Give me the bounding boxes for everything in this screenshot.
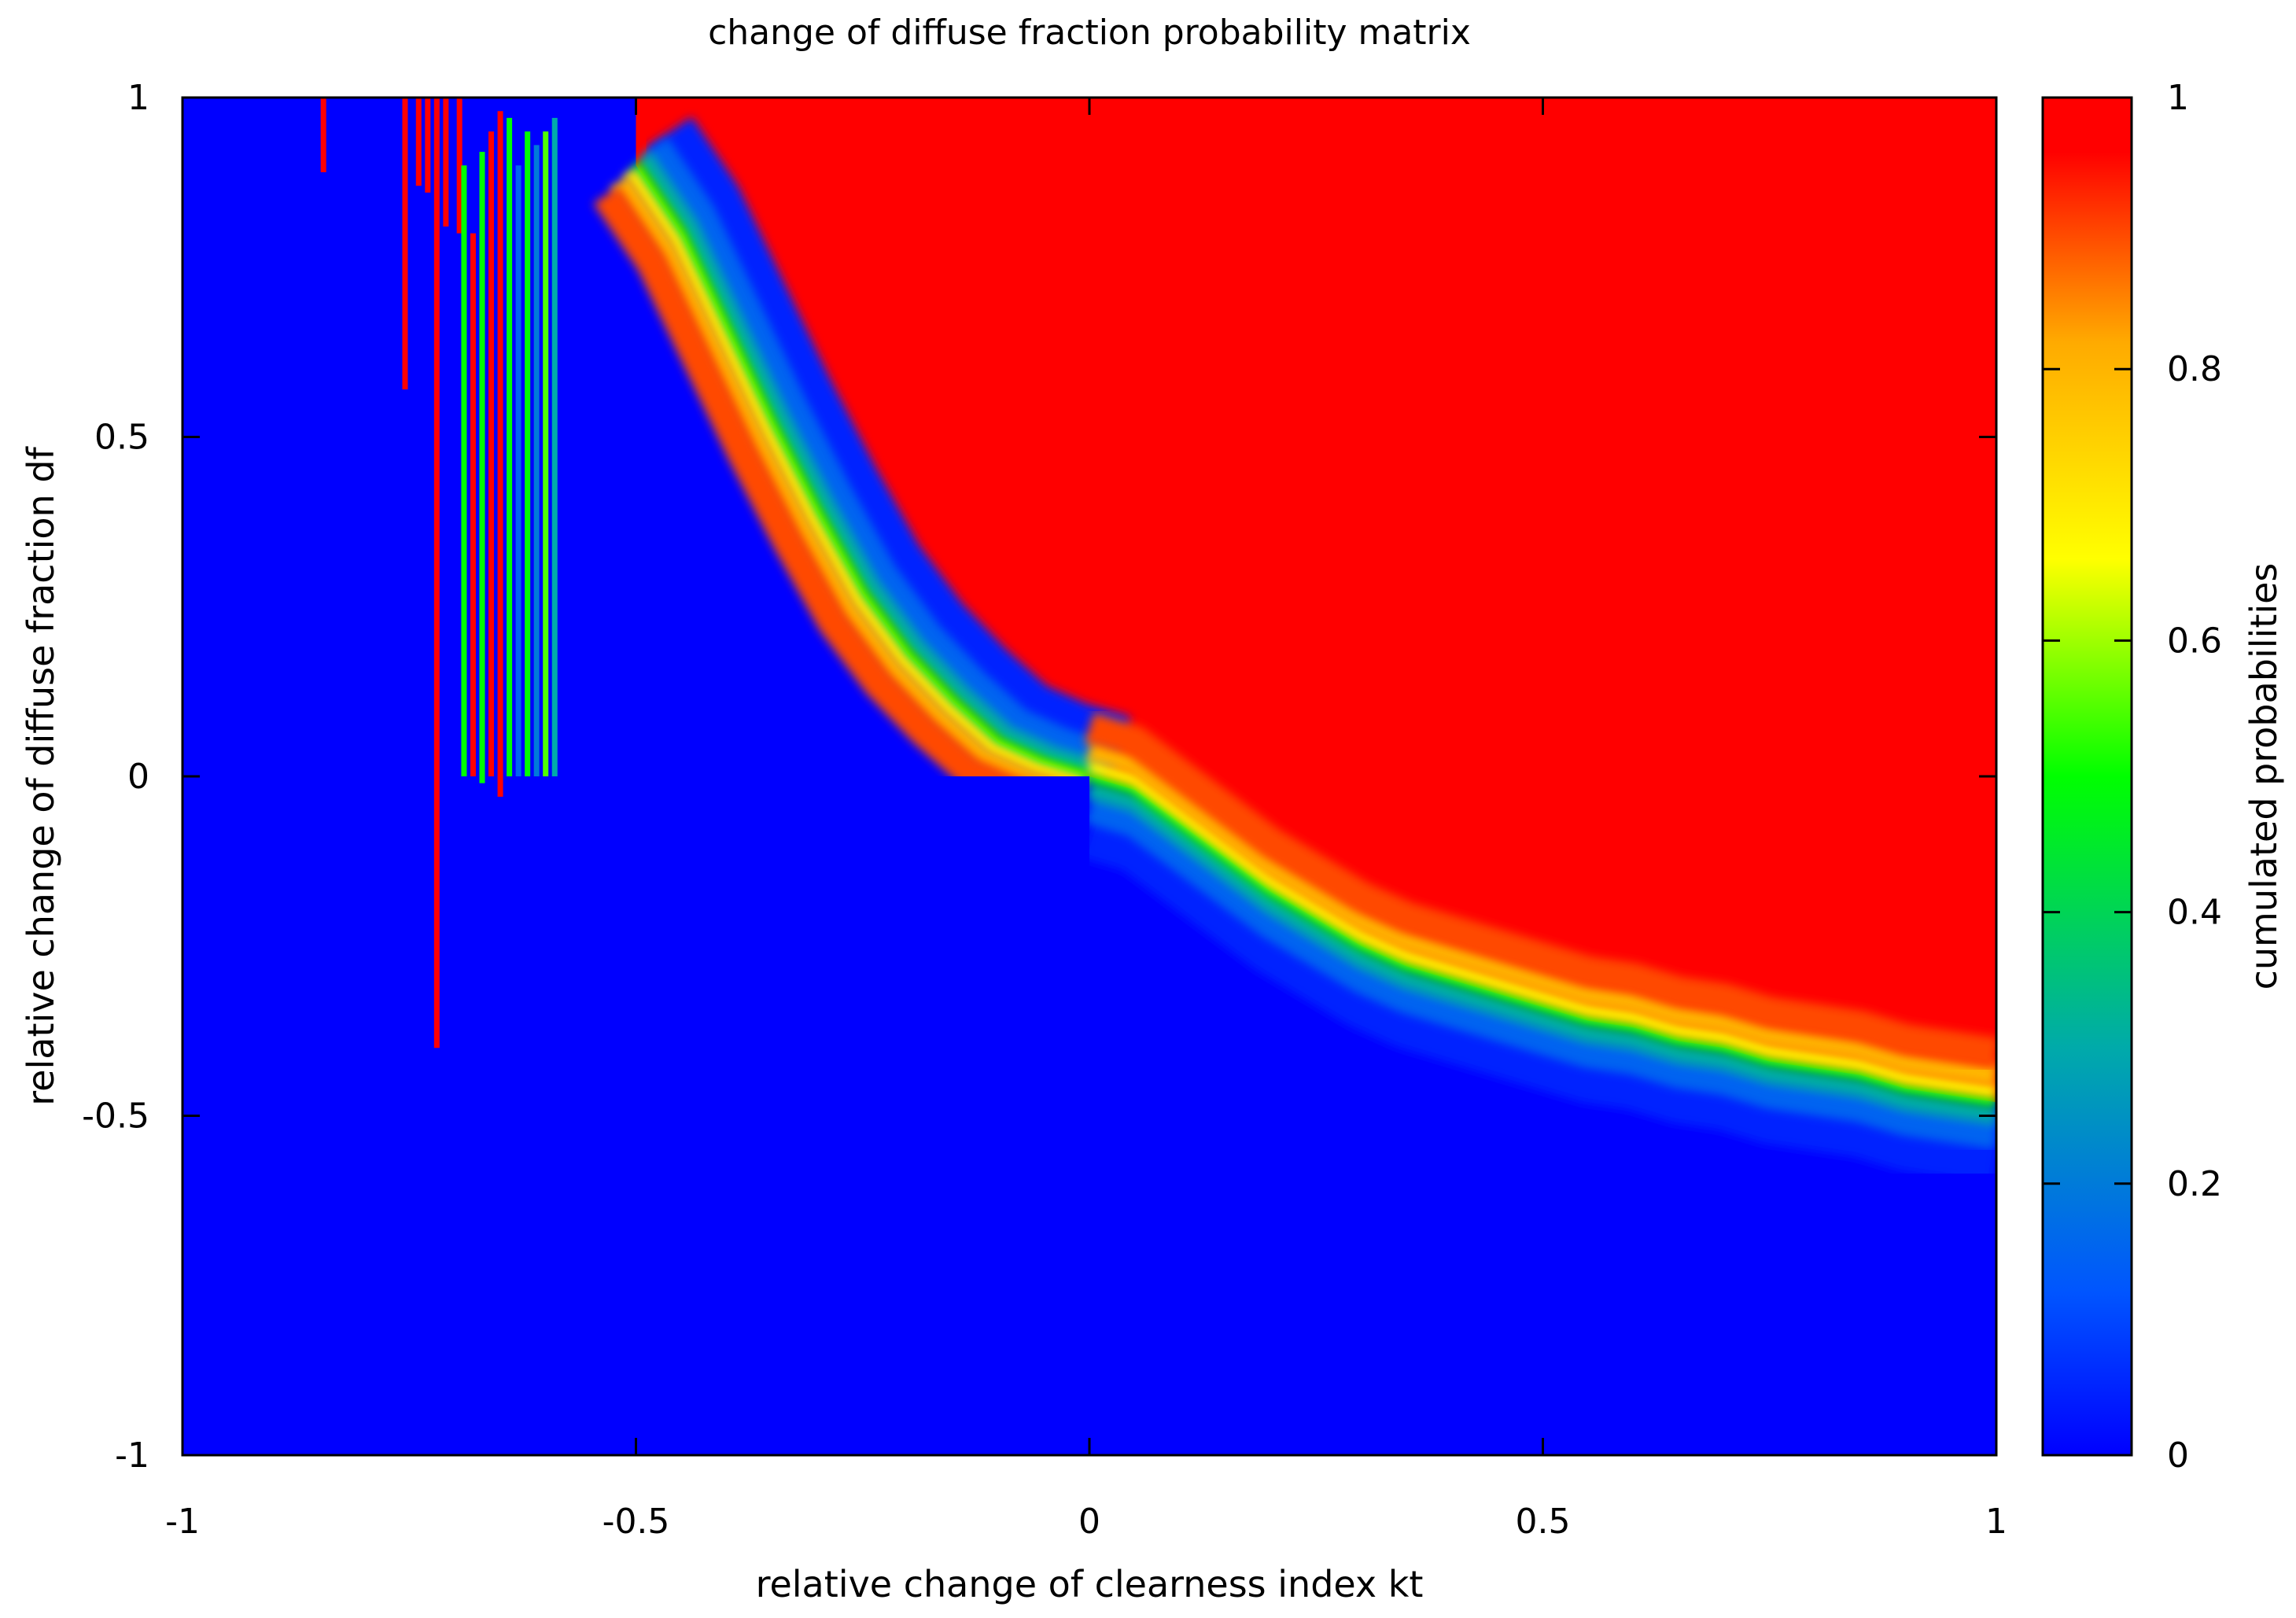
x-axis-ticks: -1 -0.5 0 0.5 1 [165, 98, 2007, 1542]
y-tick-label: -0.5 [82, 1096, 149, 1137]
heatmap-column-11 [497, 111, 503, 797]
chart-title: change of diffuse fraction probability m… [708, 13, 1471, 53]
heatmap-band-left-1 [641, 138, 1113, 773]
heatmap-band-right-1 [1085, 792, 1996, 1150]
colorbar-tick-label: 0.8 [2167, 349, 2222, 389]
heatmap-region-low-left [182, 776, 1089, 1455]
heatmap-sparse-columns [320, 98, 558, 1049]
heatmap-column-2 [415, 98, 422, 186]
heatmap-band-left-0 [646, 116, 1131, 770]
heatmap-region-high [636, 98, 1996, 776]
y-tick-label: -1 [115, 1436, 149, 1476]
heatmap-band-right-0 [1081, 805, 1996, 1185]
heatmap-band-left-5 [610, 175, 1077, 804]
heatmap-column-4 [433, 98, 440, 1049]
heatmap-column-9 [479, 152, 485, 783]
x-tick-label: 1 [1985, 1502, 2007, 1542]
heatmap-cells [182, 98, 1996, 1455]
heatmap-band-left-2 [637, 152, 1100, 776]
colorbar-tick-label: 0 [2167, 1436, 2189, 1476]
colorbar-tick-label: 0.6 [2167, 621, 2222, 661]
colorbar-ticks: 0 0.2 0.4 0.6 0.8 1 [2043, 78, 2222, 1476]
heatmap-band-right-4 [1087, 758, 1996, 1099]
heatmap-band-right-3 [1087, 770, 1996, 1109]
heatmap-column-3 [425, 98, 431, 193]
heatmap-plot-area [182, 98, 1996, 1455]
heatmap-column-15 [533, 145, 540, 776]
heatmap-band-right-2 [1086, 782, 1996, 1126]
x-tick-label: -1 [165, 1502, 200, 1542]
colorbar-tick-label: 0.4 [2167, 893, 2222, 933]
heatmap-column-14 [525, 131, 531, 776]
colorbar-tick-label: 0.2 [2167, 1164, 2222, 1204]
heatmap-column-1 [402, 98, 408, 390]
heatmap-column-17 [551, 117, 558, 776]
y-tick-label: 1 [127, 78, 149, 118]
heatmap-column-5 [443, 98, 449, 227]
y-axis-label: relative change of diffuse fraction df [20, 445, 62, 1105]
x-axis-label: relative change of clearness index kt [756, 1563, 1424, 1605]
y-axis-ticks: -1 -0.5 0 0.5 1 [82, 78, 1996, 1476]
colorbar-tick-label: 1 [2167, 78, 2189, 118]
heatmap-column-7 [461, 165, 467, 777]
heatmap-column-12 [507, 117, 513, 776]
heatmap-band-left-4 [623, 168, 1085, 791]
y-tick-label: 0 [127, 757, 149, 797]
y-tick-label: 0.5 [94, 418, 149, 458]
x-tick-label: 0.5 [1516, 1502, 1571, 1542]
colorbar [2041, 96, 2133, 1457]
colorbar-label: cumulated probabilities [2243, 563, 2285, 990]
heatmap-column-8 [470, 233, 476, 777]
heatmap-column-16 [543, 131, 549, 776]
x-tick-label: 0 [1078, 1502, 1100, 1542]
heatmap-band-right-6 [1085, 712, 1996, 1070]
heatmap-band-left-3 [630, 161, 1092, 783]
heatmap-band-right-5 [1085, 738, 1996, 1088]
heatmap-column-10 [488, 131, 495, 776]
heatmap-column-6 [456, 98, 463, 234]
x-tick-label: -0.5 [603, 1502, 670, 1542]
heatmap-column-13 [515, 165, 521, 777]
heatmap-column-0 [320, 98, 326, 172]
